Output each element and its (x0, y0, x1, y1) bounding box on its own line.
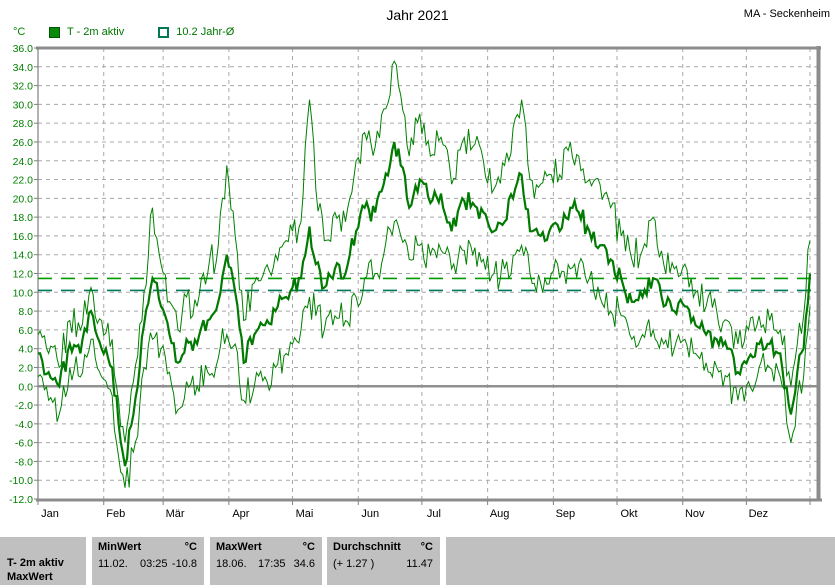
min-time: 03:25 (140, 558, 168, 570)
avg-anomaly: (+ 1.27 ) (333, 558, 375, 570)
y-axis-label: 36.0 (13, 43, 34, 55)
month-label: Jun (361, 508, 379, 520)
y-axis-label: 16.0 (13, 231, 34, 243)
y-axis-label: 28.0 (13, 118, 34, 130)
month-label: Mai (296, 508, 314, 520)
temperature-chart: -12.0 -10.0 -8.0 -6.0 -4.0 -2.0 0.0 2.0 4.0 6.0 8.… (9, 43, 822, 520)
stats-series-cell: T- 2m aktiv MaxWert (0, 537, 86, 585)
y-axis-unit-label: °C (13, 26, 26, 38)
stats-panel: T- 2m aktiv MaxWert MinWert °C 11.02. 03… (0, 537, 835, 585)
min-header: MinWert (98, 541, 142, 553)
stats-max-cell: MaxWert °C 18.06. 17:35 34.6 (210, 537, 322, 585)
stats-empty-cell (446, 537, 835, 585)
y-axis-label: 0.0 (18, 381, 33, 393)
max-date: 18.06. (216, 558, 247, 570)
y-axis-label: -6.0 (15, 438, 33, 450)
y-axis-label: -4.0 (15, 419, 33, 431)
y-axis-label: 30.0 (13, 99, 34, 111)
y-axis-label: -10.0 (9, 475, 33, 487)
y-axis-label: 34.0 (13, 62, 34, 74)
series-min-line (37, 219, 811, 488)
legend-item-longterm-label: 10.2 Jahr-Ø (176, 26, 235, 38)
max-time: 17:35 (258, 558, 286, 570)
y-axis-label: 4.0 (18, 344, 33, 356)
y-axis-label: 20.0 (13, 193, 34, 205)
month-label: Okt (620, 508, 637, 520)
longterm-average-swatch-icon (158, 26, 170, 38)
month-label: Nov (685, 508, 705, 520)
legend-item-longterm[interactable]: 10.2 Jahr-Ø (158, 26, 234, 38)
month-label: Sep (556, 508, 576, 520)
max-value: 34.6 (293, 558, 315, 570)
y-axis-label: 22.0 (13, 175, 34, 187)
stats-series-label: T- 2m aktiv (7, 557, 64, 569)
avg-unit: °C (420, 541, 433, 553)
max-unit: °C (302, 541, 315, 553)
legend-item-active[interactable]: T - 2m aktiv (49, 26, 124, 38)
y-axis-label: 26.0 (13, 137, 34, 149)
active-series-swatch-icon (49, 26, 60, 38)
y-axis-label: 14.0 (13, 250, 34, 262)
series-mean-line (38, 141, 812, 467)
avg-value: 11.47 (406, 558, 433, 570)
y-axis-label: -12.0 (9, 494, 33, 506)
y-axis-label: -2.0 (15, 400, 33, 412)
month-label: Dez (749, 508, 769, 520)
month-label: Feb (106, 508, 125, 520)
month-label: Apr (232, 508, 249, 520)
month-label: Mär (166, 508, 185, 520)
y-axis-label: 12.0 (13, 269, 34, 281)
month-label: Jan (41, 508, 59, 520)
month-label: Jul (427, 508, 441, 520)
max-header: MaxWert (216, 541, 262, 553)
min-date: 11.02. (98, 558, 128, 570)
stats-series-sub-label: MaxWert (7, 571, 53, 583)
chart-legend: T - 2m aktiv 10.2 Jahr-Ø (49, 26, 260, 38)
y-axis-label: 32.0 (13, 81, 34, 93)
legend-item-active-label: T - 2m aktiv (67, 26, 125, 38)
stats-min-cell: MinWert °C 11.02. 03:25 -10.8 (92, 537, 204, 585)
page-title: Jahr 2021 (386, 7, 449, 23)
y-axis-label: 2.0 (18, 362, 33, 374)
min-unit: °C (184, 541, 197, 553)
min-value: -10.8 (171, 558, 197, 570)
stats-avg-cell: Durchschnitt °C (+ 1.27 ) 11.47 (327, 537, 440, 585)
station-label: MA - Seckenheim (743, 8, 830, 20)
series-max-line (37, 60, 811, 443)
avg-header: Durchschnitt (333, 541, 401, 553)
y-axis-label: 6.0 (18, 325, 33, 337)
y-axis-label: 24.0 (13, 156, 34, 168)
y-axis-label: -8.0 (15, 456, 33, 468)
y-axis-label: 8.0 (18, 306, 33, 318)
month-label: Aug (490, 508, 510, 520)
y-axis-label: 18.0 (13, 212, 34, 224)
y-axis-label: 10.0 (13, 287, 34, 299)
